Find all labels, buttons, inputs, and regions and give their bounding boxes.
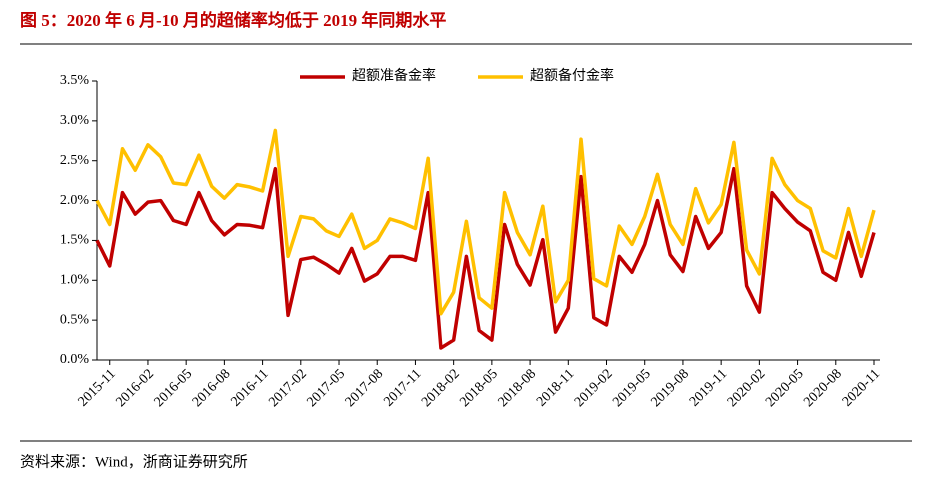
x-tick-label: 2018-02 bbox=[419, 366, 463, 410]
x-tick-label: 2020-02 bbox=[725, 366, 769, 410]
x-tick-label: 2019-02 bbox=[572, 366, 616, 410]
series-line bbox=[95, 166, 876, 350]
y-tick-label: 2.5% bbox=[60, 153, 90, 168]
x-tick-label: 2015-11 bbox=[76, 366, 119, 409]
y-tick-label: 2.0% bbox=[60, 193, 90, 208]
y-tick-label: 3.5% bbox=[60, 73, 90, 88]
y-tick-label: 0.5% bbox=[60, 312, 90, 327]
series-line bbox=[95, 128, 876, 316]
x-tick-label: 2016-11 bbox=[228, 366, 271, 409]
y-tick-label: 0.0% bbox=[60, 352, 90, 367]
chart-title: 图 5：2020 年 6 月-10 月的超储率均低于 2019 年同期水平 bbox=[20, 10, 446, 30]
x-tick-label: 2016-08 bbox=[190, 366, 234, 410]
x-tick-label: 2017-08 bbox=[343, 366, 387, 410]
x-tick-label: 2016-02 bbox=[113, 366, 157, 410]
y-tick-label: 3.0% bbox=[60, 113, 90, 128]
x-tick-label: 2020-11 bbox=[840, 366, 883, 409]
x-tick-label: 2019-08 bbox=[648, 366, 692, 410]
legend-label: 超额准备金率 bbox=[352, 67, 436, 84]
x-tick-label: 2018-08 bbox=[496, 366, 540, 410]
x-tick-label: 2016-05 bbox=[152, 366, 196, 410]
source: 资料来源：Wind，浙商证券研究所 bbox=[20, 453, 248, 470]
x-tick-label: 2017-11 bbox=[381, 366, 424, 409]
y-tick-label: 1.0% bbox=[60, 273, 90, 288]
x-tick-label: 2020-05 bbox=[763, 366, 807, 410]
y-tick-label: 1.5% bbox=[60, 233, 90, 248]
x-tick-label: 2019-05 bbox=[610, 366, 654, 410]
x-tick-label: 2017-05 bbox=[305, 366, 349, 410]
x-tick-label: 2019-11 bbox=[687, 366, 730, 409]
x-tick-label: 2018-05 bbox=[457, 366, 501, 410]
x-tick-label: 2020-08 bbox=[801, 366, 845, 410]
x-tick-label: 2018-11 bbox=[534, 366, 577, 409]
x-tick-label: 2017-02 bbox=[266, 366, 310, 410]
legend-label: 超额备付金率 bbox=[530, 67, 614, 84]
